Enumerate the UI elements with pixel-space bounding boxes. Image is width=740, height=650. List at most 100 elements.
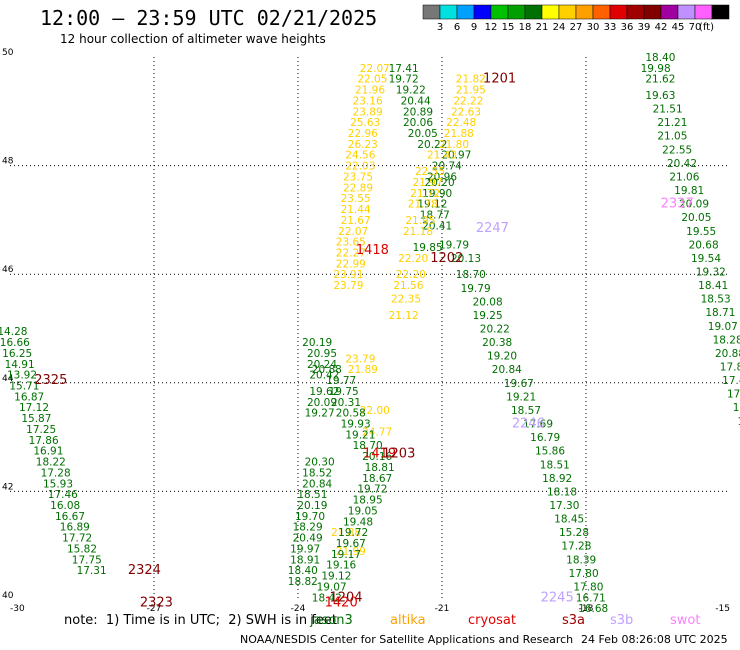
- legend-item-s3a: s3a: [562, 613, 586, 628]
- wave-height-point: 18.92: [542, 473, 572, 485]
- wave-height-point: 21.72: [410, 188, 440, 200]
- wave-height-point: 21.43: [427, 150, 457, 162]
- wave-height-point: 22.27: [336, 247, 366, 259]
- pass-time-label: 2337: [661, 197, 694, 212]
- wave-height-point: 20.16: [362, 451, 392, 463]
- pass-time-label: 2324: [128, 563, 161, 578]
- wave-height-point: 25.63: [350, 117, 380, 129]
- wave-height-point: 22.05: [357, 74, 387, 86]
- wave-height-point: 19.16: [326, 560, 356, 572]
- wave-height-point: 18.18: [547, 486, 577, 498]
- colorbar-label: 39: [638, 22, 651, 33]
- wave-height-point: 20.42: [309, 370, 339, 382]
- wave-height-point: 18.52: [302, 467, 332, 479]
- wave-height-point: 17.54: [727, 389, 740, 401]
- wave-height-point: 19.62: [309, 386, 339, 398]
- wave-height-point: 21.67: [341, 215, 371, 227]
- colorbar-label: 36: [621, 22, 634, 33]
- wave-height-point: 21.97: [413, 177, 443, 189]
- colorbar-label: 27: [570, 22, 583, 33]
- colorbar-label: 3: [437, 22, 443, 33]
- wave-height-point: 18.40: [288, 565, 318, 577]
- legend-item-altika: altika: [390, 613, 426, 628]
- wave-height-point: 19.21: [345, 429, 375, 441]
- wave-height-point: 21.56: [393, 280, 423, 292]
- pass-time-label: 2325: [34, 373, 67, 388]
- wave-height-point: 20.31: [331, 397, 361, 409]
- colorbar-label: 30: [587, 22, 600, 33]
- wave-height-point: 18.95: [353, 495, 383, 507]
- wave-height-point: 22.07: [338, 226, 368, 238]
- colorbar-label: 9: [471, 22, 477, 33]
- wave-height-point: 17.12: [19, 402, 49, 414]
- wave-height-point: 18.71: [705, 307, 735, 319]
- legend-item-cryosat: cryosat: [468, 613, 516, 628]
- pass-time-label: 2246: [512, 417, 545, 432]
- wave-height-point: 19.67: [504, 378, 534, 390]
- colorbar-label: 45: [672, 22, 685, 33]
- x-tick-label: -21: [435, 604, 450, 614]
- wave-height-point: 22.20: [396, 269, 426, 281]
- y-tick-label: 50: [2, 48, 14, 58]
- page-subtitle: 12 hour collection of altimeter wave hei…: [60, 32, 326, 46]
- wave-height-point: 18.91: [290, 554, 320, 566]
- wave-height-point: 19.22: [396, 85, 426, 97]
- colorbar-label: 21: [536, 22, 549, 33]
- wave-height-point: 16.79: [530, 432, 560, 444]
- wave-height-point: 22.99: [336, 258, 366, 270]
- wave-height-point: 18.70: [456, 269, 486, 281]
- pass-time-label: 1204: [329, 590, 362, 605]
- colorbar-label: 42: [655, 22, 668, 33]
- wave-height-point: 18.51: [297, 489, 327, 501]
- wave-height-point: 21.95: [405, 215, 435, 227]
- wave-height-point: 15.71: [9, 381, 39, 393]
- pass-time-label: 1420: [325, 596, 358, 611]
- x-tick-label: -15: [715, 604, 730, 614]
- wave-height-point: 20.41: [422, 220, 452, 232]
- wave-height-point: 17.30: [549, 500, 579, 512]
- wave-height-point: 19.07: [708, 321, 738, 333]
- wave-height-point: 23.91: [333, 269, 363, 281]
- wave-height-point: 15.87: [21, 413, 51, 425]
- wave-height-point: 18.57: [511, 405, 541, 417]
- wave-height-point: 22.48: [446, 117, 476, 129]
- wave-height-point: 18.42: [312, 592, 342, 604]
- wave-height-point: 17.45: [722, 375, 740, 387]
- wave-height-point: 19.85: [413, 242, 443, 254]
- y-tick-label: 40: [2, 591, 14, 601]
- wave-height-point: 21.82: [456, 74, 486, 86]
- wave-height-point: 19.72: [338, 527, 368, 539]
- pass-time-label: 2245: [541, 590, 574, 605]
- wave-height-point: 20.97: [441, 150, 471, 162]
- wave-height-point: 18.70: [353, 440, 383, 452]
- wave-height-point: 19.48: [343, 516, 373, 528]
- wave-height-point: 20.20: [425, 177, 455, 189]
- wave-height-point: 20.89: [403, 106, 433, 118]
- wave-height-point: 19.17: [331, 549, 361, 561]
- wave-height-point: 21.05: [657, 131, 687, 143]
- wave-height-point: 21.06: [669, 171, 699, 183]
- wave-height-point: 16.25: [2, 348, 32, 360]
- wave-height-point: 19.97: [290, 543, 320, 555]
- legend-item-swot: swot: [670, 613, 701, 628]
- wave-height-point: 19.90: [422, 188, 452, 200]
- wave-height-point: 19.12: [321, 571, 351, 583]
- x-tick-label: -27: [147, 604, 162, 614]
- wave-height-point: 20.42: [667, 158, 697, 170]
- wave-height-point: 19.25: [473, 310, 503, 322]
- wave-height-point: 17.28: [561, 541, 591, 553]
- wave-height-point: 21.89: [348, 364, 378, 376]
- wave-height-point: 20.95: [307, 348, 337, 360]
- wave-height-point: 19.67: [336, 538, 366, 550]
- wave-height-point: 23.79: [333, 280, 363, 292]
- wave-height-point: 16.89: [60, 522, 90, 534]
- wave-height-point: 18.28: [713, 334, 740, 346]
- wave-height-point: 20.09: [679, 199, 709, 211]
- wave-height-point: 23.75: [343, 171, 373, 183]
- wave-height-point: 17.25: [26, 424, 56, 436]
- wave-height-point: 17.75: [72, 554, 102, 566]
- pass-time-label: 1201: [483, 72, 516, 87]
- wave-height-point: 22.03: [345, 161, 375, 173]
- wave-height-point: 22.00: [360, 405, 390, 417]
- wave-height-point: 16.87: [14, 391, 44, 403]
